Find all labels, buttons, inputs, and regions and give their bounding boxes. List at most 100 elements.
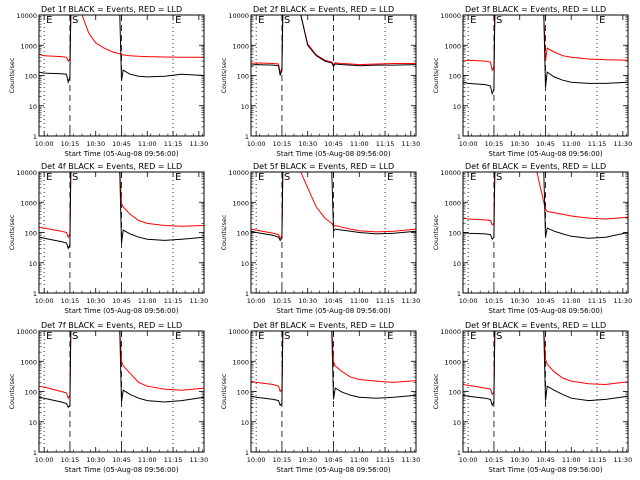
- x-tick-label: 10:00: [247, 140, 266, 148]
- chart-title: Det 4f BLACK = Events, RED = LLD: [41, 162, 182, 171]
- x-tick-label: 10:15: [485, 140, 504, 148]
- marker-label: E: [387, 331, 393, 342]
- lld-series-line: [463, 331, 628, 396]
- chart-title: Det 8f BLACK = Events, RED = LLD: [253, 321, 394, 330]
- x-tick-label: 11:15: [588, 297, 607, 305]
- x-tick-label: 11:00: [138, 297, 157, 305]
- x-tick-label: 11:15: [588, 456, 607, 464]
- x-tick-label: 10:45: [324, 140, 343, 148]
- events-series-line: [39, 15, 204, 85]
- x-tick-label: 10:30: [298, 297, 317, 305]
- x-tick-label: 10:15: [485, 456, 504, 464]
- chart-panel-6: Det 6f BLACK = Events, RED = LLD Counts/s…: [432, 162, 632, 315]
- x-tick-label: 10:15: [61, 140, 80, 148]
- events-series-line: [463, 15, 628, 96]
- x-tick-label: 10:45: [536, 297, 555, 305]
- x-tick-label: 10:00: [35, 456, 54, 464]
- marker-label: E: [470, 172, 476, 183]
- y-tick-label: 100: [25, 389, 37, 397]
- y-tick-label: 10000: [16, 169, 37, 177]
- y-tick-label: 1000: [20, 42, 37, 50]
- y-tick-label: 100: [237, 73, 249, 81]
- x-tick-label: 11:30: [613, 297, 632, 305]
- chart-panel-8: Det 8f BLACK = Events, RED = LLD Counts/s…: [220, 321, 420, 474]
- x-axis-label: Start Time (05-Aug-08 09:56:00): [488, 307, 602, 315]
- events-series-line: [463, 172, 628, 241]
- x-tick-label: 11:00: [562, 297, 581, 305]
- chart-title: Det 5f BLACK = Events, RED = LLD: [253, 162, 394, 171]
- y-axis-label: Counts/sec: [220, 214, 228, 250]
- x-axis-label: Start Time (05-Aug-08 09:56:00): [64, 466, 178, 474]
- x-tick-label: 10:15: [485, 297, 504, 305]
- x-axis-label: Start Time (05-Aug-08 09:56:00): [276, 466, 390, 474]
- marker-label: E: [46, 331, 52, 342]
- y-tick-label: 1: [457, 290, 461, 298]
- marker-label: E: [387, 172, 393, 183]
- events-series-line: [39, 172, 204, 250]
- x-tick-label: 10:45: [324, 456, 343, 464]
- y-tick-label: 1: [457, 133, 461, 141]
- x-tick-label: 10:15: [273, 140, 292, 148]
- chart-panel-7: Det 7f BLACK = Events, RED = LLD Counts/s…: [8, 321, 208, 474]
- marker-label: E: [258, 15, 264, 26]
- x-tick-label: 10:30: [510, 140, 529, 148]
- x-tick-label: 11:00: [138, 140, 157, 148]
- chart-title: Det 6f BLACK = Events, RED = LLD: [465, 162, 606, 171]
- y-tick-label: 100: [25, 230, 37, 238]
- x-tick-label: 11:15: [164, 456, 183, 464]
- y-tick-label: 10: [29, 260, 37, 268]
- marker-label: S: [496, 15, 502, 26]
- y-tick-label: 10: [29, 419, 37, 427]
- chart-title: Det 9f BLACK = Events, RED = LLD: [465, 321, 606, 330]
- y-tick-label: 1000: [20, 358, 37, 366]
- y-tick-label: 10000: [228, 328, 249, 336]
- x-tick-label: 10:45: [112, 297, 131, 305]
- x-tick-label: 11:15: [588, 140, 607, 148]
- x-tick-label: 10:00: [459, 456, 478, 464]
- x-tick-label: 10:00: [459, 297, 478, 305]
- x-tick-label: 11:00: [350, 140, 369, 148]
- x-tick-label: 11:30: [401, 140, 420, 148]
- y-tick-label: 1000: [444, 42, 461, 50]
- x-tick-label: 10:30: [298, 456, 317, 464]
- x-tick-label: 10:00: [247, 456, 266, 464]
- y-tick-label: 100: [449, 230, 461, 238]
- x-tick-label: 10:00: [35, 140, 54, 148]
- marker-label: E: [46, 15, 52, 26]
- marker-label: S: [496, 331, 502, 342]
- x-tick-label: 10:15: [61, 456, 80, 464]
- x-tick-label: 10:00: [35, 297, 54, 305]
- y-tick-label: 1000: [232, 199, 249, 207]
- x-tick-label: 11:15: [376, 456, 395, 464]
- y-tick-label: 10: [241, 419, 249, 427]
- marker-label: E: [175, 172, 181, 183]
- x-tick-label: 10:30: [510, 456, 529, 464]
- x-axis-label: Start Time (05-Aug-08 09:56:00): [488, 466, 602, 474]
- chart-panel-1: Det 1f BLACK = Events, RED = LLD Counts/s…: [8, 5, 208, 158]
- x-axis-label: Start Time (05-Aug-08 09:56:00): [64, 307, 178, 315]
- marker-label: E: [599, 15, 605, 26]
- y-tick-label: 10: [29, 103, 37, 111]
- y-tick-label: 1: [33, 290, 37, 298]
- y-axis-label: Counts/sec: [8, 373, 16, 409]
- y-axis-label: Counts/sec: [432, 57, 440, 93]
- y-tick-label: 1000: [232, 42, 249, 50]
- x-tick-label: 10:30: [298, 140, 317, 148]
- x-tick-label: 11:30: [401, 456, 420, 464]
- marker-label: S: [284, 15, 290, 26]
- x-tick-label: 11:30: [401, 297, 420, 305]
- x-tick-label: 11:00: [350, 297, 369, 305]
- events-series-line: [39, 331, 204, 409]
- y-axis-label: Counts/sec: [432, 373, 440, 409]
- y-axis-label: Counts/sec: [220, 373, 228, 409]
- marker-label: S: [72, 15, 78, 26]
- lld-series-line: [463, 172, 628, 226]
- x-tick-label: 11:15: [376, 297, 395, 305]
- x-tick-label: 10:45: [112, 140, 131, 148]
- x-tick-label: 11:15: [376, 140, 395, 148]
- x-axis-label: Start Time (05-Aug-08 09:56:00): [64, 150, 178, 158]
- y-axis-label: Counts/sec: [432, 214, 440, 250]
- marker-label: E: [258, 172, 264, 183]
- y-tick-label: 100: [237, 230, 249, 238]
- x-tick-label: 11:15: [164, 140, 183, 148]
